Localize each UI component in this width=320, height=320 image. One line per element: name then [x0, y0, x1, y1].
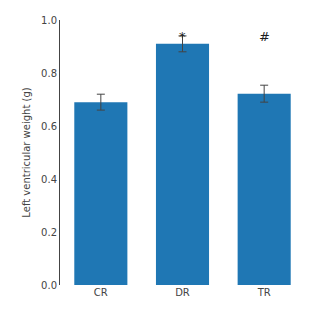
- svg-text:0.0: 0.0: [41, 280, 57, 291]
- svg-text:0.6: 0.6: [41, 121, 57, 132]
- svg-text:0.2: 0.2: [41, 227, 57, 238]
- svg-text:#: #: [259, 29, 270, 44]
- svg-text:1.0: 1.0: [41, 15, 57, 26]
- svg-text:0.4: 0.4: [41, 174, 57, 185]
- svg-text:*: *: [179, 29, 186, 44]
- svg-text:CR: CR: [94, 287, 108, 298]
- svg-text:Left ventricular weight (g): Left ventricular weight (g): [21, 87, 32, 217]
- svg-text:0.8: 0.8: [41, 68, 57, 79]
- svg-text:DR: DR: [175, 287, 190, 298]
- svg-text:TR: TR: [257, 287, 271, 298]
